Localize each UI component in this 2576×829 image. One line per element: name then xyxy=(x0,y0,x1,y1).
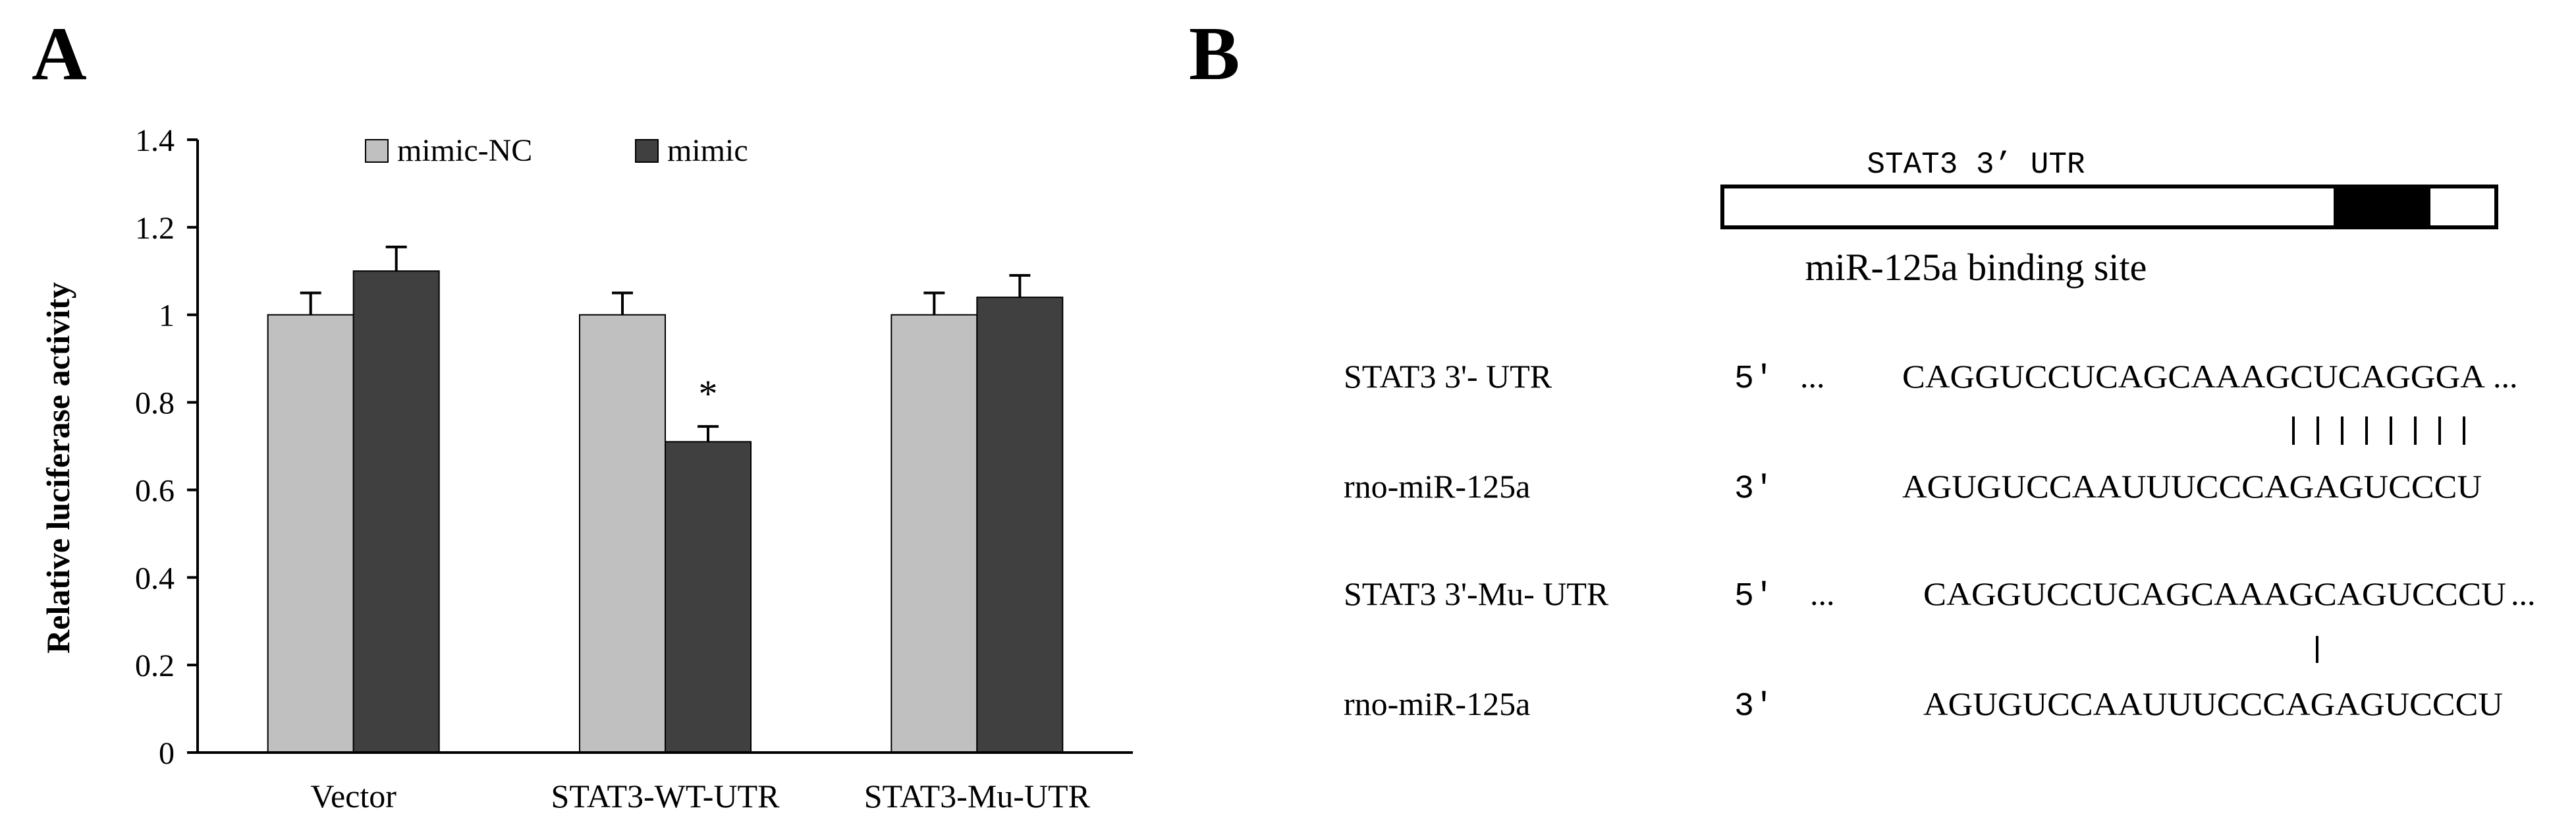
bar-mimic-nc-2 xyxy=(891,314,978,753)
binding-site-block xyxy=(2334,186,2430,227)
row-dots-after-mu-utr: ... xyxy=(2511,575,2536,612)
legend-swatch xyxy=(635,139,659,163)
y-tick-label: 0.8 xyxy=(135,386,175,421)
bar-mimic-1 xyxy=(665,441,752,753)
row-prime-wt-utr: 5' xyxy=(1734,360,1774,398)
row-name-mir-2: rno-miR-125a xyxy=(1344,685,1530,722)
y-tick-label: 0.2 xyxy=(135,648,175,683)
x-tick-label: STAT3-Mu-UTR xyxy=(864,778,1091,815)
legend-label: mimic xyxy=(667,133,748,168)
y-tick-label: 1 xyxy=(159,299,175,333)
x-axis-labels: Vector STAT3-WT-UTR STAT3-Mu-UTR xyxy=(310,778,1090,815)
row-prime-mir-2: 3' xyxy=(1734,688,1774,726)
y-tick-label: 1.2 xyxy=(135,211,175,246)
row-dots-before-wt-utr: ... xyxy=(1800,358,1825,395)
bar-mimic-nc-0 xyxy=(267,314,354,753)
y-tick-label: 1.4 xyxy=(135,123,175,158)
row-dots-before-mu-utr: ... xyxy=(1810,575,1835,612)
legend-label: mimic-NC xyxy=(397,133,532,168)
x-tick-label: Vector xyxy=(310,778,397,815)
row-name-mu-utr: STAT3 3'-Mu- UTR xyxy=(1344,575,1609,612)
y-axis-ticks: 0 0.2 0.4 0.6 0.8 1 1.2 1.4 xyxy=(135,123,198,771)
row-prime-mu-utr: 5' xyxy=(1734,578,1774,615)
row-sequence-mir-1: AGUGUCCAAUUUCCCAGAGUCCCU xyxy=(1902,468,2482,505)
bar-chart: 0 0.2 0.4 0.6 0.8 1 1.2 1.4 * Vector STAT3-WT-UT… xyxy=(40,123,1133,815)
row-sequence-mu-utr: CAGGUCCUCAGCAAAGCAGUCCCU xyxy=(1923,575,2506,612)
bar-mimic-nc-1 xyxy=(579,314,666,753)
row-prime-mir-1: 3' xyxy=(1734,471,1774,508)
legend: mimic-NC mimic xyxy=(365,133,748,168)
row-dots-after-wt-utr: ... xyxy=(2493,358,2518,395)
row-name-mir-1: rno-miR-125a xyxy=(1344,468,1530,505)
pairing-marks-wt xyxy=(2292,416,2465,445)
significance-asterisk: * xyxy=(699,372,718,415)
bars: * xyxy=(267,245,1064,753)
utr-diagram: STAT3 3’ UTR miR-125a binding site STAT3… xyxy=(1344,148,2536,726)
y-tick-label: 0.6 xyxy=(135,473,175,508)
utr-label: STAT3 3’ UTR xyxy=(1867,148,2085,182)
row-sequence-mir-2: AGUGUCCAAUUUCCCAGAGUCCCU xyxy=(1923,685,2503,722)
y-tick-label: 0 xyxy=(159,736,175,771)
panel-letter-a: A xyxy=(32,12,87,96)
y-axis-label: Relative luciferase activity xyxy=(40,282,76,654)
binding-site-label: miR-125a binding site xyxy=(1805,246,2147,289)
bar-mimic-2 xyxy=(976,297,1064,753)
bar-mimic-0 xyxy=(352,270,440,753)
y-tick-label: 0.4 xyxy=(135,561,175,596)
x-tick-label: STAT3-WT-UTR xyxy=(551,778,781,815)
legend-swatch xyxy=(365,139,389,163)
panel-letter-b: B xyxy=(1189,12,1240,96)
row-name-wt-utr: STAT3 3'- UTR xyxy=(1344,358,1552,395)
row-sequence-wt-utr: CAGGUCCUCAGCAAAGCUCAGGGA xyxy=(1902,358,2485,395)
